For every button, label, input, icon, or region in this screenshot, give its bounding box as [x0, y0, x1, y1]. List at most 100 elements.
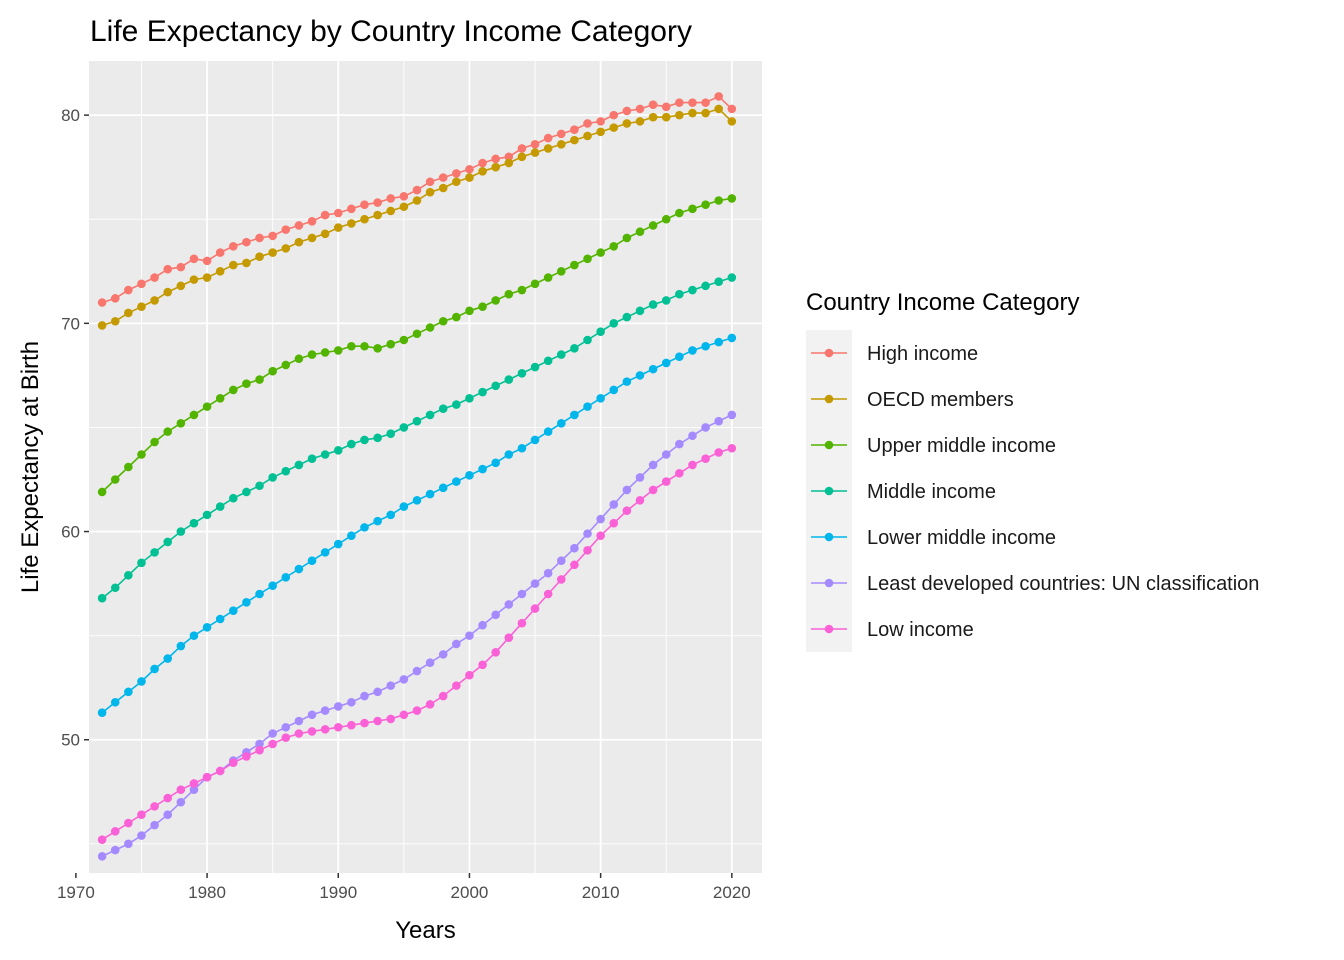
data-point — [229, 493, 238, 503]
data-point — [530, 604, 540, 613]
data-point — [727, 104, 737, 114]
data-point — [281, 733, 291, 742]
data-point — [307, 350, 317, 359]
data-point — [373, 344, 382, 353]
data-point — [150, 820, 159, 830]
data-point — [504, 289, 514, 299]
data-point — [373, 210, 382, 220]
data-point — [438, 183, 448, 193]
data-point — [504, 152, 514, 162]
data-point — [648, 364, 658, 374]
data-point — [163, 810, 173, 820]
data-point — [543, 568, 553, 578]
data-point — [294, 354, 304, 364]
data-point — [255, 481, 264, 491]
data-point — [635, 496, 645, 505]
data-point — [124, 570, 133, 580]
data-point — [675, 98, 684, 107]
data-point — [399, 192, 409, 201]
data-point — [333, 208, 343, 218]
data-point — [648, 300, 658, 309]
data-point — [189, 518, 199, 528]
data-point — [373, 433, 382, 443]
data-point — [189, 631, 199, 640]
data-point — [399, 502, 409, 511]
data-point — [333, 223, 343, 232]
data-point — [176, 418, 186, 428]
data-point — [438, 691, 448, 701]
data-point — [727, 410, 737, 420]
data-point — [609, 123, 619, 132]
x-tick-label: 2000 — [451, 883, 489, 902]
data-point — [320, 210, 330, 220]
data-point — [583, 402, 592, 411]
data-point — [596, 117, 605, 126]
data-point — [452, 639, 461, 649]
data-point — [635, 227, 645, 237]
data-point — [543, 133, 553, 143]
data-point — [97, 835, 107, 844]
data-point — [215, 393, 225, 403]
data-point — [189, 275, 199, 284]
data-point — [425, 187, 435, 197]
data-point — [110, 316, 120, 326]
data-point — [320, 450, 330, 459]
data-point — [701, 454, 710, 463]
data-point — [307, 727, 317, 736]
data-point — [281, 466, 291, 476]
legend: Country Income Category High income OECD … — [806, 289, 1259, 652]
data-point — [622, 506, 632, 516]
data-point — [661, 102, 671, 112]
data-point — [229, 242, 238, 251]
data-point — [491, 458, 500, 468]
data-point — [294, 237, 304, 247]
data-point — [701, 341, 710, 351]
data-point — [701, 281, 710, 291]
data-point — [465, 631, 474, 640]
data-point — [675, 208, 684, 218]
data-point — [202, 402, 212, 411]
data-point — [491, 162, 500, 172]
data-point — [675, 468, 684, 478]
data-point — [622, 233, 632, 243]
data-point — [163, 427, 173, 436]
data-point — [373, 687, 382, 697]
data-point — [517, 285, 527, 295]
data-point — [137, 279, 146, 289]
data-point — [688, 431, 697, 441]
data-point — [425, 177, 435, 187]
data-point — [438, 483, 448, 493]
data-point — [727, 117, 737, 126]
data-point — [189, 254, 199, 264]
data-point — [163, 537, 173, 547]
data-point — [386, 681, 396, 690]
data-point — [517, 152, 527, 162]
data-point — [137, 831, 146, 840]
data-point — [727, 443, 737, 453]
data-point — [688, 285, 697, 295]
data-point — [727, 333, 737, 343]
data-point — [333, 722, 343, 732]
data-point — [517, 618, 527, 628]
data-point — [386, 714, 396, 724]
data-point — [622, 485, 632, 495]
data-point — [583, 131, 592, 141]
data-point — [530, 362, 540, 372]
data-point — [622, 312, 632, 322]
data-point — [556, 129, 566, 139]
data-point — [701, 98, 710, 107]
data-point — [530, 139, 540, 149]
legend-key-point — [824, 348, 834, 358]
data-point — [307, 454, 317, 463]
data-point — [373, 516, 382, 526]
data-point — [622, 119, 632, 128]
data-point — [110, 475, 120, 484]
data-point — [307, 233, 317, 243]
data-point — [386, 339, 396, 349]
data-point — [635, 117, 645, 126]
data-point — [110, 827, 120, 836]
data-point — [543, 589, 553, 599]
x-tick-label: 1970 — [57, 883, 95, 902]
data-point — [701, 423, 710, 432]
